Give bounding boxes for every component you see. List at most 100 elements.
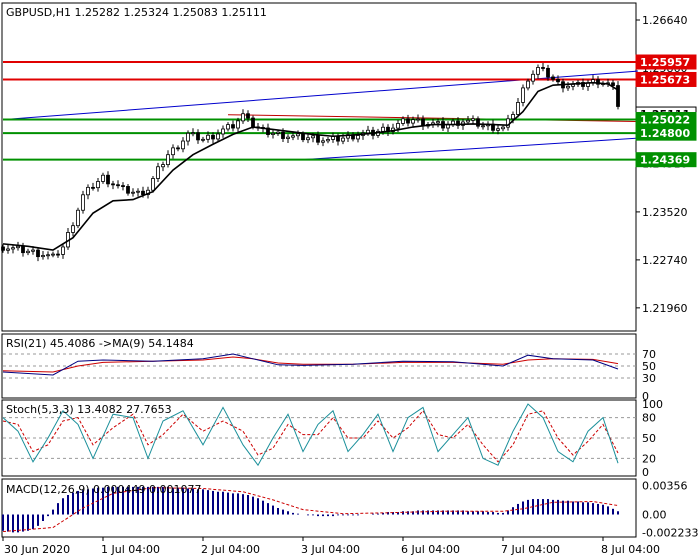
candle-body: [231, 124, 235, 129]
candle-body: [511, 114, 515, 120]
price-tick-label: 1.23520: [642, 206, 688, 219]
stoch-label: Stoch(5,3,3) 13.4082 27.7653: [6, 403, 172, 416]
candle-body: [366, 129, 370, 134]
price-tick-label: 1.26640: [642, 14, 688, 27]
candle-body: [106, 174, 110, 185]
candle-body: [311, 135, 315, 139]
candle-body: [496, 128, 500, 131]
candle-body: [536, 67, 540, 75]
candle-body: [336, 136, 340, 142]
candle-body: [86, 186, 90, 196]
candle-body: [161, 164, 165, 168]
rsi-tick-label: 0: [642, 390, 649, 403]
rsi-ma-line: [2, 356, 619, 373]
candle-body: [611, 82, 615, 86]
candle-body: [566, 85, 570, 89]
candle-body: [21, 245, 25, 254]
candle-body: [116, 184, 120, 187]
candle-body: [1, 246, 5, 251]
candle-body: [516, 102, 520, 115]
candle-body: [36, 249, 40, 258]
price-tick-label: 1.22740: [642, 254, 688, 267]
candle-body: [226, 124, 230, 130]
stoch-tick-label: 100: [642, 398, 663, 411]
candle-body: [316, 135, 320, 143]
level-price-label: 1.24800: [640, 127, 690, 140]
candle-body: [236, 120, 240, 129]
candle-body: [111, 183, 115, 186]
candle-body: [481, 125, 485, 128]
level-price-label: 1.25673: [640, 73, 690, 86]
candle-body: [456, 120, 460, 126]
level-price-tag: [635, 152, 697, 168]
candle-body: [291, 135, 295, 138]
candle-body: [196, 132, 200, 141]
candle-body: [556, 78, 560, 83]
candle-body: [81, 194, 85, 211]
candle-body: [121, 185, 125, 187]
candle-body: [221, 128, 225, 135]
macd-label: MACD(12,26,9) 0.000449 0.001077: [6, 483, 202, 496]
candle-body: [416, 118, 420, 121]
candle-body: [41, 255, 45, 258]
candle-body: [26, 250, 30, 254]
candle-body: [476, 118, 480, 127]
candle-body: [296, 133, 300, 137]
candle-body: [171, 147, 175, 156]
candle-body: [186, 132, 190, 142]
stoch-tick-label: 0: [642, 466, 649, 479]
chart-title: GBPUSD,H1 1.25282 1.25324 1.25083 1.2511…: [6, 6, 267, 19]
candle-body: [436, 121, 440, 124]
candle-body: [396, 123, 400, 129]
candle-body: [356, 135, 360, 140]
candle-body: [176, 147, 180, 150]
candle-body: [181, 140, 185, 150]
rsi-line: [2, 353, 619, 376]
candle-body: [581, 82, 585, 87]
candle-body: [301, 133, 305, 141]
level-price-tag: [635, 125, 697, 141]
candle-body: [61, 246, 65, 255]
time-tick-label: 2 Jul 04:00: [201, 543, 260, 556]
level-price-tag: [635, 71, 697, 87]
candle-body: [241, 113, 245, 122]
candle-body: [521, 87, 525, 103]
candle-body: [126, 186, 130, 194]
price-tick-label: 1.21960: [642, 302, 688, 315]
macd-signal-line: [2, 487, 619, 533]
candle-body: [466, 119, 470, 123]
candle-body: [206, 134, 210, 140]
macd-tick-label: -0.002233: [642, 527, 698, 540]
candle-body: [531, 73, 535, 82]
candle-body: [6, 248, 10, 251]
stoch-tick-label: 20: [642, 452, 656, 465]
time-tick-label: 6 Jul 04:00: [401, 543, 460, 556]
candle-body: [306, 137, 310, 141]
stoch-tick-label: 50: [642, 432, 656, 445]
candle-body: [201, 138, 205, 141]
candle-body: [411, 119, 415, 124]
candle-body: [51, 253, 55, 256]
candle-body: [271, 132, 275, 135]
candle-body: [16, 245, 20, 249]
macd-panel: [1, 478, 637, 538]
candle-body: [596, 79, 600, 85]
rsi-tick-label: 70: [642, 348, 656, 361]
candle-body: [76, 209, 80, 227]
candle-body: [551, 76, 555, 80]
candle-body: [281, 131, 285, 139]
candle-body: [321, 140, 325, 143]
candle-body: [326, 139, 330, 142]
candle-body: [406, 118, 410, 124]
candle-body: [191, 132, 195, 135]
time-tick-label: 7 Jul 04:00: [501, 543, 560, 556]
candle-body: [141, 190, 145, 196]
candle-body: [341, 137, 345, 142]
time-tick-label: 8 Jul 04:00: [601, 543, 660, 556]
candle-body: [46, 254, 50, 257]
candle-body: [156, 166, 160, 179]
candle-body: [401, 118, 405, 124]
time-tick-label: 3 Jul 04:00: [301, 543, 360, 556]
candle-body: [211, 134, 215, 140]
